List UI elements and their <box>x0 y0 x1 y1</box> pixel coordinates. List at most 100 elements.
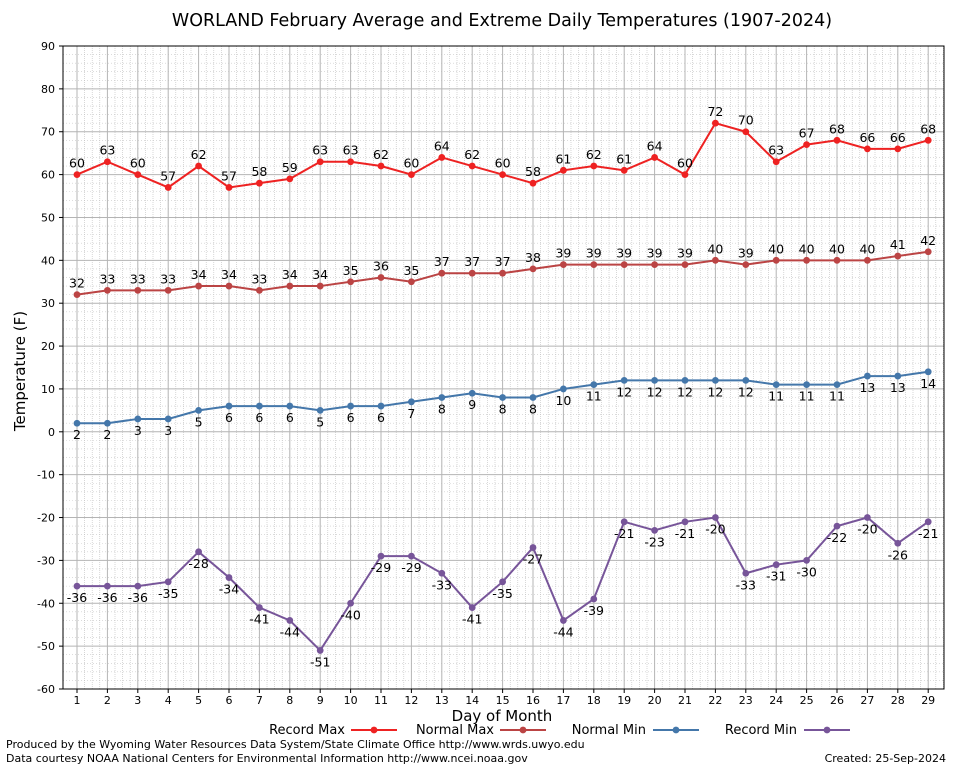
record-max-point <box>134 171 142 179</box>
legend-item-record-max: Record Max <box>269 723 397 738</box>
normal-max-point <box>316 282 324 290</box>
y-tick-label: -30 <box>37 554 55 567</box>
record-max-point <box>73 171 81 179</box>
record-max-point <box>894 145 902 153</box>
x-tick-label: 25 <box>800 694 814 707</box>
record-max-data-label: 60 <box>69 156 85 171</box>
normal-min-data-label: 12 <box>707 384 723 399</box>
record-min-point <box>316 647 324 654</box>
normal-min-point <box>377 402 385 410</box>
normal-min-data-label: 12 <box>647 384 663 399</box>
normal-max-data-label: 39 <box>616 246 632 261</box>
record-max-data-label: 62 <box>191 147 207 162</box>
normal-min-point <box>73 419 81 427</box>
normal-min-point <box>256 402 263 410</box>
normal-min-point <box>833 381 841 389</box>
normal-max-point <box>73 291 81 299</box>
record-max-point <box>438 154 446 161</box>
normal-min-data-label: 12 <box>677 384 693 399</box>
record-min-data-label: -28 <box>188 556 208 571</box>
record-max-point <box>499 171 506 179</box>
record-min-point <box>408 552 415 560</box>
record-min-point <box>529 544 537 551</box>
record-min-data-label: -27 <box>523 552 543 567</box>
normal-min-data-label: 8 <box>499 402 507 417</box>
x-tick-label: 20 <box>648 694 662 707</box>
record-max-data-label: 72 <box>707 104 723 119</box>
y-tick-label: -10 <box>37 469 55 482</box>
normal-max-data-label: 33 <box>160 271 176 286</box>
normal-max-data-label: 39 <box>586 246 602 261</box>
plot-area-frame <box>62 45 945 690</box>
normal-min-data-label: 13 <box>859 380 875 395</box>
record-min-point <box>803 557 810 564</box>
record-min-point <box>286 617 294 624</box>
normal-min-data-label: 11 <box>586 389 602 404</box>
x-tick-label: 3 <box>134 694 141 707</box>
normal-min-data-label: 7 <box>407 406 415 421</box>
record-min-point <box>499 578 506 586</box>
normal-max-data-label: 34 <box>282 267 298 282</box>
record-min-data-label: -35 <box>158 586 178 601</box>
record-min-point <box>468 604 476 611</box>
normal-max-data-label: 40 <box>829 241 845 256</box>
record-min-data-label: -44 <box>553 624 573 639</box>
normal-min-point <box>772 381 780 389</box>
chart-title: WORLAND February Average and Extreme Dai… <box>172 11 832 31</box>
x-tick-label: 24 <box>769 694 783 707</box>
record-min-data-label: -33 <box>736 577 756 592</box>
normal-min-point <box>347 402 354 410</box>
y-tick-label: 50 <box>41 211 55 224</box>
record-min-point <box>924 518 932 526</box>
normal-min-point <box>742 376 750 384</box>
normal-max-point <box>256 286 263 294</box>
normal-min-data-label: 8 <box>529 402 537 417</box>
normal-max-point <box>225 282 233 290</box>
record-max-point <box>316 158 324 166</box>
x-tick-label: 7 <box>256 694 263 707</box>
record-max-data-label: 63 <box>343 143 359 158</box>
record-min-data-label: -21 <box>918 526 938 541</box>
normal-max-data-label: 33 <box>99 271 115 286</box>
record-min-data-label: -51 <box>310 654 330 669</box>
legend-item-record-min: Record Min <box>725 723 850 738</box>
record-min-point <box>590 595 598 603</box>
record-min-data-label: -22 <box>827 530 847 545</box>
record-max-data-label: 67 <box>799 126 815 141</box>
normal-min-data-label: 6 <box>377 410 385 425</box>
normal-max-data-label: 33 <box>130 271 146 286</box>
normal-max-data-label: 39 <box>677 246 693 261</box>
normal-min-point <box>529 394 537 401</box>
record-max-data-label: 64 <box>434 138 450 153</box>
record-max-data-label: 57 <box>160 168 176 183</box>
record-max-data-label: 59 <box>282 160 298 175</box>
record-min-data-label: -29 <box>371 560 391 575</box>
normal-min-data-label: 11 <box>829 389 845 404</box>
record-max-point <box>590 162 598 170</box>
record-min-point <box>712 514 719 521</box>
record-min-point <box>377 552 385 560</box>
normal-min-point <box>894 372 902 380</box>
x-tick-label: 2 <box>104 694 111 707</box>
normal-max-data-label: 37 <box>434 254 450 269</box>
record-max-point <box>772 158 780 166</box>
normal-min-data-label: 9 <box>468 397 476 412</box>
record-max-data-label: 62 <box>464 147 480 162</box>
normal-min-point <box>499 394 506 401</box>
normal-min-data-label: 6 <box>255 410 263 425</box>
record-max-data-label: 61 <box>555 151 571 166</box>
normal-max-point <box>195 282 203 290</box>
x-tick-label: 17 <box>556 694 570 707</box>
normal-max-data-label: 33 <box>251 271 267 286</box>
legend-marker-swatch <box>519 726 527 734</box>
record-min-point <box>225 574 233 581</box>
record-max-point <box>377 162 385 170</box>
normal-max-data-label: 34 <box>191 267 207 282</box>
record-max-data-label: 62 <box>373 147 389 162</box>
normal-max-data-label: 35 <box>403 263 419 278</box>
normal-min-series: 2 2 3 3 5 6 6 6 5 6 6 7 8 9 8 8 10 11 12 12 12 12 12 11 11 11 13 13… <box>73 368 936 442</box>
normal-min-data-label: 12 <box>616 384 632 399</box>
normal-max-point <box>833 256 841 264</box>
normal-max-data-label: 38 <box>525 250 541 265</box>
x-tick-label: 13 <box>435 694 449 707</box>
